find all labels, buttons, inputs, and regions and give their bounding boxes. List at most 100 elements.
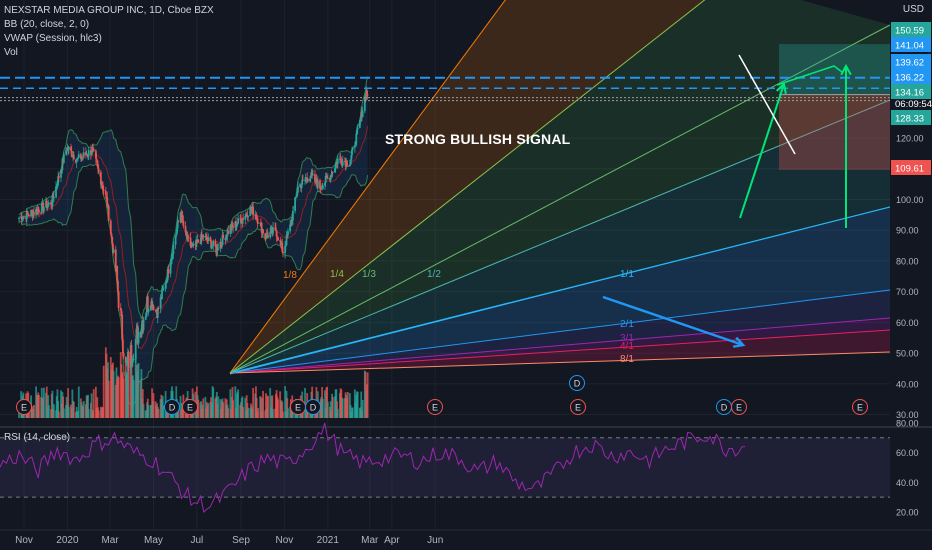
position-boxes[interactable]	[779, 44, 890, 170]
earnings-marker[interactable]: E	[731, 399, 747, 415]
blue-arrow[interactable]	[602, 295, 746, 348]
candle-body	[235, 224, 238, 228]
event-markers[interactable]: E D E E D E E D EDE	[16, 375, 868, 415]
candle-body	[166, 280, 168, 282]
green-arrow-head	[840, 63, 852, 76]
candle-body	[21, 218, 24, 221]
candle-body	[221, 234, 224, 246]
candle-body	[96, 161, 99, 166]
candle-body	[119, 307, 122, 311]
marker-letter: E	[857, 403, 863, 413]
price-tag-bg	[891, 54, 931, 69]
candle-body	[187, 235, 190, 238]
trend-line[interactable]	[229, 206, 891, 375]
earnings-marker[interactable]: E	[182, 399, 198, 415]
candle-body	[86, 154, 89, 156]
candle-body	[62, 154, 65, 164]
fan-label: 1/1	[620, 269, 634, 280]
earnings-marker[interactable]: E	[852, 399, 868, 415]
gann-fan[interactable]: 1/8 1/4 1/3 1/2 1/1 2/1 3/14/1 8/1	[229, 0, 890, 374]
green-arrow[interactable]	[840, 63, 852, 228]
time-axis[interactable]: Nov 2020 Mar May Jul Sep Nov 2021 Mar Apr Jun	[0, 529, 932, 546]
drawings[interactable]	[602, 54, 852, 348]
volume-bar	[77, 386, 80, 418]
candle-body	[272, 227, 274, 234]
volume-bar	[321, 398, 324, 418]
rsi-tick: 60.00	[896, 448, 919, 458]
volume-bar	[57, 400, 60, 418]
volume-bar	[267, 396, 269, 418]
candle-body	[227, 230, 230, 234]
candle-body	[184, 225, 187, 233]
volume-bar	[132, 379, 135, 418]
dividend-marker[interactable]: D	[305, 399, 321, 415]
earnings-marker[interactable]: E	[570, 399, 586, 415]
target-path	[776, 65, 843, 86]
rsi-tick: 80.00	[896, 418, 919, 428]
candle-body	[126, 359, 129, 361]
candle-body	[95, 158, 98, 162]
time-tick: 2020	[56, 535, 79, 546]
volume-bar	[87, 409, 90, 418]
candle-body	[363, 97, 366, 111]
volume-indicator-label[interactable]: Vol	[4, 47, 18, 58]
earnings-marker[interactable]: E	[427, 399, 443, 415]
volume-bar	[255, 397, 258, 418]
candle-body	[285, 235, 288, 246]
price-tag-bg	[891, 110, 931, 125]
rsi-pane[interactable]: 20.00 40.00 60.00 80.00	[0, 418, 932, 530]
bb-indicator-label[interactable]: BB (20, close, 2, 0)	[4, 19, 90, 30]
volume-bar	[92, 389, 95, 418]
candle-body	[92, 149, 95, 151]
white-trend-line[interactable]	[738, 54, 796, 155]
volume-bar	[107, 380, 110, 418]
marker-letter: D	[721, 403, 728, 413]
earnings-marker[interactable]: E	[290, 399, 306, 415]
candle-body	[346, 165, 349, 167]
price-levels[interactable]	[0, 76, 890, 102]
dividend-marker[interactable]: D	[716, 399, 732, 415]
candle-body	[336, 158, 339, 164]
candle-body	[205, 236, 208, 240]
bb-lower	[18, 163, 369, 408]
dividend-marker[interactable]: D	[569, 375, 585, 391]
earnings-marker[interactable]: E	[16, 399, 32, 415]
dividend-marker[interactable]: D	[164, 399, 180, 415]
candle-body	[52, 195, 55, 198]
vwap-indicator-label[interactable]: VWAP (Session, hlc3)	[4, 33, 102, 44]
candle-body	[43, 207, 45, 211]
candle-body	[176, 221, 179, 229]
symbol-label[interactable]: NEXSTAR MEDIA GROUP INC, 1D, Cboe BZX	[4, 5, 214, 16]
time-tick: Jul	[190, 535, 203, 546]
volume-bar	[282, 411, 284, 418]
candle-body	[277, 237, 279, 241]
candle-body	[361, 110, 364, 118]
volume-bar	[212, 387, 215, 418]
candle-body	[319, 180, 321, 189]
candle-body	[297, 186, 299, 193]
rsi-legend[interactable]: RSI (14, close)	[4, 432, 71, 443]
candle-body	[99, 171, 102, 185]
candle-body	[250, 209, 253, 211]
volume-bar	[140, 369, 143, 418]
marker-circle	[182, 399, 198, 415]
candle-body	[217, 248, 220, 250]
candle-body	[266, 233, 269, 236]
volume-bar	[204, 396, 207, 418]
volume-bar	[232, 400, 235, 418]
candle-body	[306, 178, 309, 182]
candles[interactable]	[18, 85, 369, 372]
candle-body	[324, 175, 327, 183]
green-arrow[interactable]	[739, 82, 787, 219]
candle-body	[165, 280, 168, 284]
candle-body	[252, 206, 255, 216]
price-axis[interactable]: 30.00 40.00 50.00 60.00 70.00 80.00 90.00 100.0…	[890, 0, 932, 425]
candle-body	[101, 184, 104, 187]
candle-body	[151, 300, 153, 308]
chart-legend: NEXSTAR MEDIA GROUP INC, 1D, Cboe BZX BB…	[4, 4, 214, 60]
candle-body	[51, 195, 54, 206]
candle-body	[359, 118, 362, 121]
candle-body	[249, 207, 252, 217]
candle-body	[321, 185, 324, 190]
